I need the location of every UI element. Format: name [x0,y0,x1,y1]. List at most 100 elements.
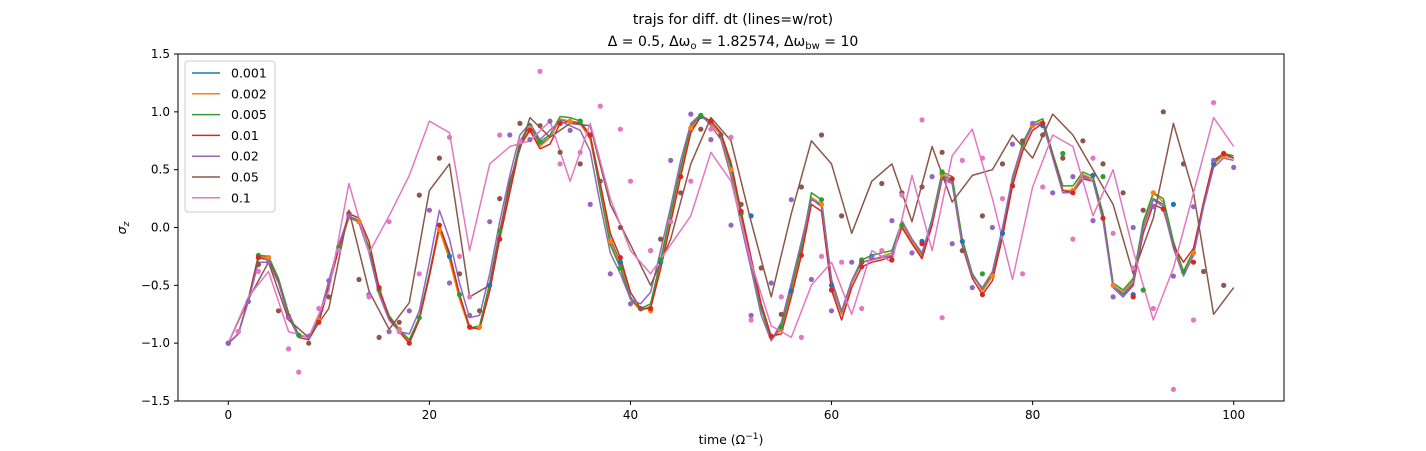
marker-point-0.1 [959,157,965,163]
marker-point-0.05 [698,126,704,132]
marker-point-0.05 [1100,161,1106,167]
marker-point-0.02 [788,197,794,203]
marker-point-0.1 [1110,230,1116,236]
marker-point-0.02 [869,255,875,261]
marker-point-0.02 [426,207,432,213]
marker-point-0.05 [738,201,744,207]
marker-point-0.02 [1110,294,1116,300]
x-axis-label-sup: −1 [745,432,758,442]
marker-point-0.01 [919,241,925,247]
marker-point-0.02 [507,132,513,138]
subtitle-omega-bw-sub: bw [805,41,820,52]
marker-point-0.1 [1070,236,1076,242]
marker-point-0.02 [1211,157,1217,163]
marker-point-0.02 [668,157,674,163]
marker-point-0.1 [839,259,845,265]
marker-point-0.1 [597,103,603,109]
marker-point-0.002 [436,227,442,233]
marker-point-0.002 [607,238,613,244]
marker-point-0.02 [688,111,694,117]
chart-subtitle: Δ = 0.5, Δωo = 1.82574, Δωbw = 10 [608,34,859,52]
marker-point-0.02 [1130,224,1136,231]
marker-point-0.02 [949,241,955,247]
marker-point-0.002 [989,273,996,279]
marker-point-0.01 [1130,294,1136,300]
y-tick-label: −1.5 [141,394,170,408]
marker-point-0.02 [909,250,915,256]
marker-point-0.05 [999,161,1006,167]
marker-point-0.02 [828,308,835,314]
marker-point-0.002 [567,118,573,124]
legend-label-0.002: 0.002 [231,86,267,101]
marker-point-0.05 [497,196,503,202]
marker-point-0.01 [648,305,654,312]
marker-point-0.02 [728,222,734,228]
subtitle-omega-o-sub: o [690,41,696,52]
marker-point-0.1 [1170,386,1176,392]
marker-point-0.1 [296,369,302,375]
x-tick-label: 80 [1025,408,1040,422]
series-line-0.02 [227,113,1234,344]
marker-point-0.02 [1009,141,1016,147]
marker-point-0.02 [306,333,312,339]
marker-point-0.02 [1070,174,1076,180]
marker-point-0.1 [366,294,372,300]
marker-point-0.02 [406,308,412,314]
marker-point-0.05 [326,294,332,300]
marker-point-0.005 [577,118,583,124]
marker-point-0.02 [245,298,251,305]
marker-point-0.02 [1231,164,1237,170]
marker-point-0.01 [406,340,412,346]
chart-title-group: trajs for diff. dt (lines=w/rot) Δ = 0.5… [608,12,859,52]
y-tick-label: 0.5 [151,163,170,177]
marker-point-0.05 [1140,207,1146,213]
marker-point-0.05 [537,123,543,129]
marker-point-0.01 [1100,215,1106,221]
marker-point-0.1 [1090,155,1096,161]
y-axis-label-sub: z [122,221,132,227]
marker-point-0.02 [587,201,593,207]
marker-point-0.05 [637,305,644,312]
marker-point-0.01 [1190,259,1197,265]
marker-point-0.05 [859,259,865,265]
marker-point-0.1 [537,68,543,74]
y-tick-label: −1.0 [141,336,170,350]
marker-point-0.005 [537,139,543,145]
marker-point-0.1 [456,253,463,259]
marker-point-0.1 [688,178,694,184]
marker-point-0.002 [477,324,483,330]
marker-point-0.01 [798,252,805,258]
marker-point-0.02 [708,137,714,143]
marker-point-0.05 [1120,190,1126,196]
marker-point-0.001 [828,282,835,288]
marker-point-0.1 [286,346,292,352]
marker-point-0.01 [979,292,986,298]
marker-point-0.01 [708,118,714,124]
marker-point-0.1 [316,305,322,312]
marker-point-0.01 [1160,206,1166,212]
marker-point-0.01 [587,132,593,138]
marker-point-0.02 [346,213,352,219]
marker-point-0.02 [467,312,473,318]
marker-point-0.005 [1180,268,1187,275]
marker-point-0.05 [1160,109,1166,115]
marker-point-0.05 [456,271,463,277]
marker-point-0.1 [577,149,583,155]
marker-point-0.005 [1060,150,1066,157]
marker-point-0.02 [326,278,332,284]
marker-point-0.001 [959,238,965,244]
marker-point-0.01 [436,222,442,228]
marker-point-0.05 [376,334,382,340]
marker-point-0.05 [597,178,603,184]
marker-point-0.05 [879,180,885,187]
marker-point-0.02 [989,224,996,231]
marker-point-0.02 [527,137,533,143]
legend-label-0.01: 0.01 [231,128,259,143]
legend-label-0.005: 0.005 [231,107,267,122]
marker-point-0.001 [487,282,493,288]
marker-point-0.1 [467,294,473,300]
marker-point-0.1 [859,305,865,312]
y-tick-label: 1.0 [151,105,170,119]
marker-layer [225,68,1237,392]
marker-point-0.002 [688,125,694,131]
